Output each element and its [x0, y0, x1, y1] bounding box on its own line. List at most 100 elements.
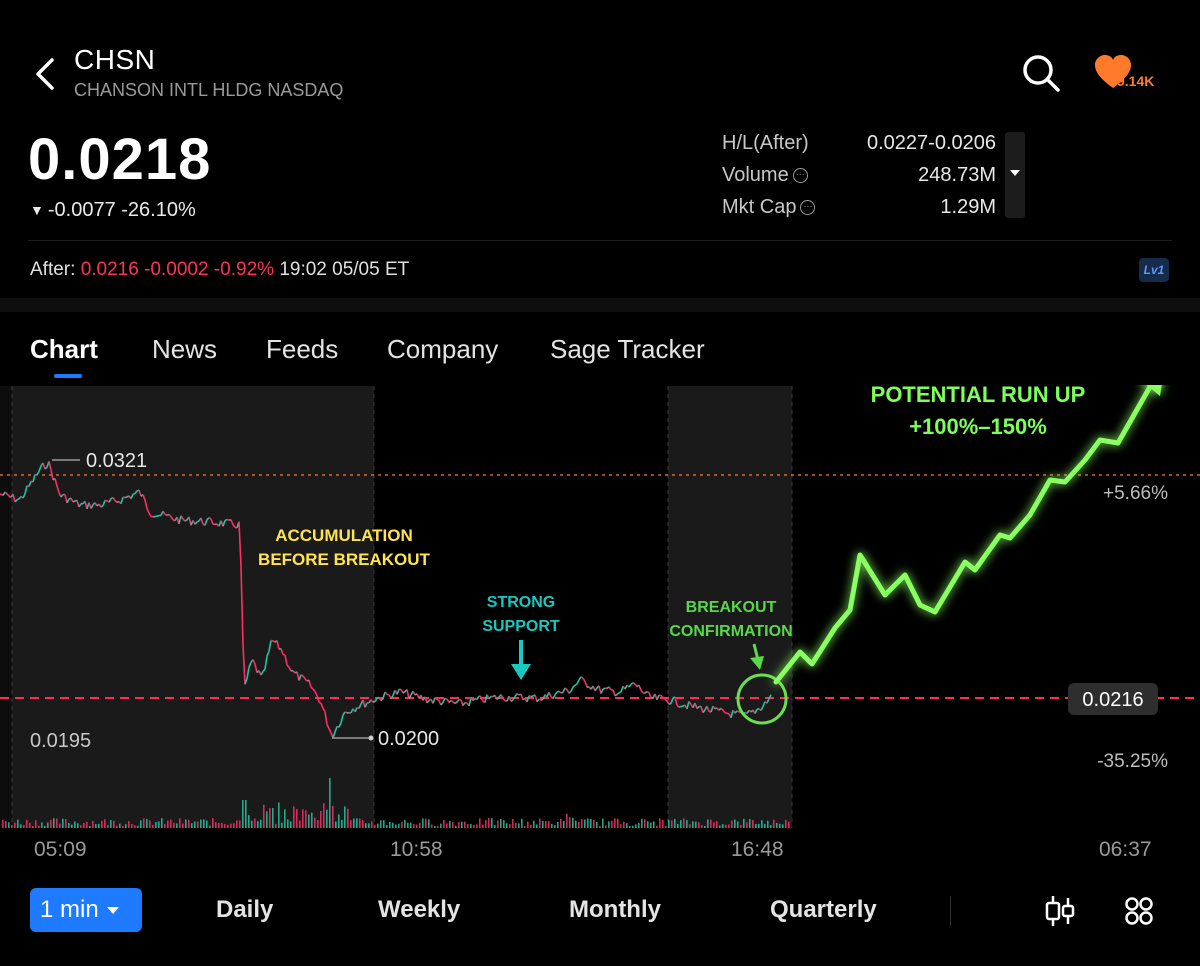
- price-segment: [702, 709, 706, 714]
- volume-bar: [188, 819, 190, 828]
- price-segment: [734, 710, 738, 714]
- volume-bar: [773, 819, 775, 828]
- grid-icon[interactable]: [1124, 896, 1154, 926]
- volume-bar: [374, 824, 376, 828]
- price-segment: [628, 683, 632, 688]
- price-segment: [268, 640, 272, 652]
- info-icon[interactable]: ···: [792, 168, 808, 184]
- volume-bar: [62, 818, 64, 828]
- volume-bar: [743, 818, 745, 828]
- volume-bar: [422, 818, 424, 828]
- section-separator: [0, 298, 1200, 312]
- price-segment: [380, 698, 384, 702]
- price-segment: [230, 519, 234, 525]
- price-chart[interactable]: 0.0321 0.0200 0.0195 +5.66% 0.0216 -35.2…: [0, 385, 1200, 875]
- period-daily[interactable]: Daily: [216, 896, 274, 923]
- back-arrow-icon[interactable]: [30, 54, 58, 94]
- volume-bar: [449, 821, 451, 828]
- company-name: CHANSON INTL HLDG NASDAQ: [74, 80, 344, 100]
- period-quarterly[interactable]: Quarterly: [770, 896, 877, 923]
- level1-badge[interactable]: Lv1: [1139, 258, 1169, 282]
- search-icon[interactable]: [1020, 52, 1062, 94]
- price-segment: [444, 697, 448, 700]
- tab-sage-tracker[interactable]: Sage Tracker: [550, 334, 705, 364]
- price-segment: [722, 709, 726, 714]
- projection-arrow: [773, 385, 1162, 685]
- volume-bar: [113, 820, 115, 828]
- volume-bar: [455, 825, 457, 828]
- active-tab-indicator: [54, 374, 82, 378]
- volume-bar: [281, 822, 283, 828]
- after-hours-row: After: 0.0216 -0.0002 -0.92% 19:02 05/05…: [30, 259, 409, 281]
- price-segment: [162, 510, 166, 515]
- price-segment: [480, 696, 484, 702]
- price-segment: [308, 679, 312, 688]
- volume-bar: [389, 821, 391, 828]
- period-monthly[interactable]: Monthly: [569, 896, 661, 923]
- x-tick-label: 10:58: [390, 838, 443, 861]
- volume-bar: [767, 820, 769, 828]
- volume-bar: [551, 823, 553, 828]
- period-weekly[interactable]: Weekly: [378, 896, 461, 923]
- price-segment: [440, 701, 444, 706]
- price-segment: [356, 706, 360, 710]
- session-shade: [0, 386, 12, 828]
- chevron-down-icon[interactable]: [1010, 170, 1020, 176]
- volume-bar: [260, 819, 262, 828]
- stat-label-volume-text: Volume: [722, 164, 789, 186]
- volume-bar: [110, 820, 112, 828]
- tab-company[interactable]: Company: [387, 334, 499, 364]
- price-segment: [536, 698, 540, 703]
- price-segment: [640, 689, 644, 694]
- after-hours-change: -0.0002: [144, 259, 209, 280]
- tab-chart[interactable]: Chart: [30, 334, 98, 364]
- price-segment: [16, 498, 20, 501]
- volume-bar: [518, 823, 520, 828]
- volume-bar: [503, 820, 505, 828]
- price-segment: [370, 699, 374, 703]
- price-segment: [674, 696, 678, 706]
- volume-bar: [221, 823, 223, 828]
- period-1min-dropdown[interactable]: 1 min: [30, 888, 142, 932]
- volume-bar: [650, 822, 652, 828]
- volume-bar: [275, 823, 277, 828]
- candlestick-settings-icon[interactable]: [1044, 894, 1076, 928]
- volume-bar: [725, 824, 727, 828]
- volume-bar: [107, 824, 109, 828]
- price-segment: [580, 676, 584, 679]
- volume-bar: [533, 820, 535, 828]
- price-segment: [238, 521, 242, 567]
- volume-bar: [443, 819, 445, 828]
- price-segment: [222, 520, 226, 527]
- x-tick-label: 16:48: [731, 838, 784, 861]
- volume-bar: [86, 821, 88, 828]
- volume-bar: [29, 822, 31, 828]
- info-icon[interactable]: ···: [800, 200, 816, 216]
- volume-bar: [428, 819, 430, 828]
- price-segment: [130, 494, 134, 499]
- tab-feeds[interactable]: Feeds: [266, 334, 339, 364]
- volume-bar: [92, 821, 94, 828]
- volume-bar: [233, 823, 235, 828]
- volume-bar: [314, 817, 316, 828]
- volume-bar: [509, 824, 511, 828]
- heart-icon[interactable]: [1093, 54, 1133, 90]
- volume-bar: [326, 809, 328, 828]
- tab-news[interactable]: News: [152, 334, 218, 364]
- volume-bar: [506, 823, 508, 828]
- price-segment: [110, 496, 114, 500]
- volume-bar: [410, 822, 412, 828]
- price-segment: [264, 656, 268, 670]
- volume-bar: [23, 825, 25, 828]
- price-segment: [232, 524, 236, 528]
- volume-bar: [203, 819, 205, 828]
- price-segment: [598, 685, 602, 694]
- price-segment: [38, 465, 42, 472]
- breakout-circle: [736, 673, 788, 725]
- price-segment: [134, 490, 138, 494]
- price-segment: [426, 700, 430, 704]
- price-segment: [708, 710, 712, 713]
- price-segment: [180, 515, 184, 520]
- volume-bar: [95, 824, 97, 828]
- price-segment: [56, 485, 60, 493]
